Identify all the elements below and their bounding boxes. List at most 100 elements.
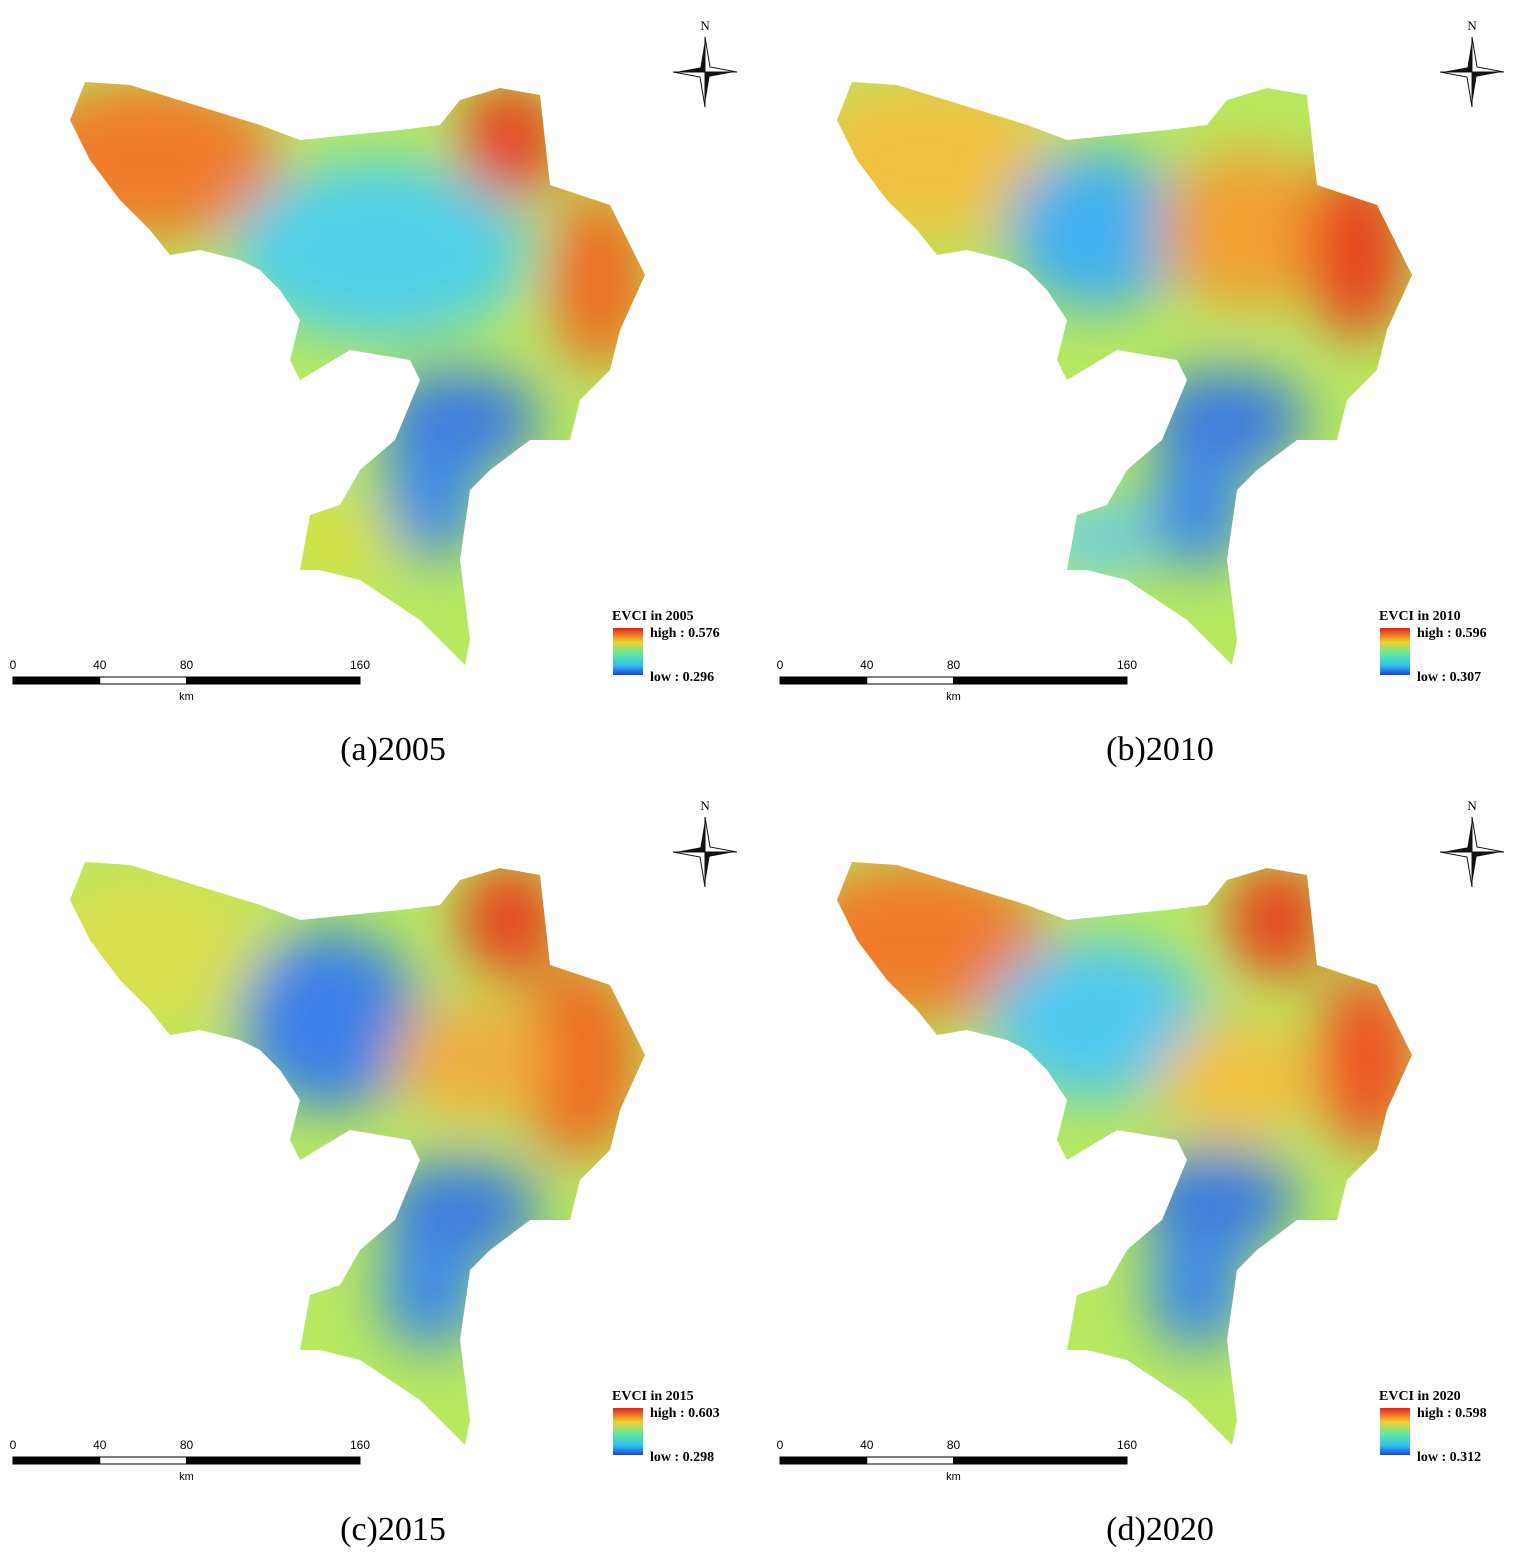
legend-high: high : 0.598 [1417,1406,1487,1421]
map-panel: N EVCI in 2015 high : 0.603 low : 0.298 0 40 8… [10,798,738,1548]
north-arrow: N [672,18,738,108]
panel-caption: (b)2010 [1106,731,1214,768]
map-zone [1147,1230,1247,1350]
legend-title: EVCI in 2020 [1379,1389,1461,1404]
map-zone [1157,1020,1317,1140]
map-zone [240,930,420,1110]
scale-tick-label: 40 [860,1438,874,1452]
map-shading [70,862,640,1350]
scale-tick-label: 80 [947,658,961,672]
scale-tick-label: 80 [180,1438,194,1452]
legend-ramp [613,1408,643,1455]
scale-segment [99,676,187,685]
compass-half [672,36,738,108]
compass-half [672,816,738,888]
map-zone [1227,862,1327,980]
map-zone [460,862,560,980]
panel-caption: (c)2015 [340,1511,446,1548]
map-zone [1157,150,1337,310]
scale-segment [12,1456,101,1465]
map-zone [1147,450,1247,570]
map-zone [1137,1150,1297,1250]
scale-unit: km [946,1471,961,1483]
legend-title: EVCI in 2005 [612,609,694,624]
scale-tick-label: 160 [350,658,370,672]
legend-high: high : 0.603 [650,1406,720,1421]
map-zone [380,1230,480,1350]
north-arrow: N [672,798,738,888]
scale-segment [99,1456,187,1465]
map-zone [1147,370,1307,470]
map-zone [1007,150,1187,310]
north-label: N [700,798,710,813]
map-zone [1037,500,1157,580]
scale-unit: km [946,691,961,703]
map-panel: N EVCI in 2020 high : 0.598 low : 0.312 0 40 8… [777,798,1505,1548]
map-zone [280,500,400,580]
map-zone [70,82,280,240]
map-zone [390,1000,550,1120]
map-region [837,82,1412,665]
legend-low: low : 0.298 [650,1450,714,1465]
legend-title: EVCI in 2015 [612,1389,694,1404]
map-zone [1317,970,1412,1150]
north-label: N [1467,18,1477,33]
scale-unit: km [179,1471,194,1483]
scale-tick-label: 0 [777,1438,784,1452]
scale-segment [866,676,954,685]
scale-segment [779,676,868,685]
scale-tick-label: 80 [180,658,194,672]
compass-half [1439,36,1505,108]
scale-tick-label: 0 [10,1438,17,1452]
scale-segment [953,1456,1128,1465]
map-shading [837,862,1412,1350]
legend-high: high : 0.576 [650,626,720,641]
legend-ramp [1380,1408,1410,1455]
map-zone [550,190,645,370]
map-zone [1307,160,1407,340]
north-arrow: N [1439,18,1505,108]
scale-tick-label: 40 [93,658,107,672]
map-panel: N EVCI in 2005 high : 0.576 low : 0.296 0 40 8… [10,18,738,768]
legend-ramp [613,628,643,675]
scale-segment [186,1456,361,1465]
map-region [70,862,645,1445]
scale-tick-label: 160 [1117,1438,1137,1452]
panel-caption: (a)2005 [340,731,446,768]
panel-caption: (d)2020 [1106,1511,1214,1548]
north-label: N [1467,798,1477,813]
north-label: N [700,18,710,33]
map-zone [380,440,480,560]
scale-tick-label: 40 [860,658,874,672]
map-zone [70,870,270,1030]
legend-high: high : 0.596 [1417,626,1487,641]
map-panel: N EVCI in 2010 high : 0.596 low : 0.307 0 40 8… [777,18,1505,768]
scale-tick-label: 40 [93,1438,107,1452]
legend-low: low : 0.312 [1417,1450,1481,1465]
map-zone [987,940,1207,1100]
scale-tick-label: 0 [777,658,784,672]
legend-low: low : 0.307 [1417,670,1481,685]
scale-segment [953,676,1128,685]
scale-tick-label: 0 [10,658,17,672]
map-zone [520,960,640,1160]
map-region [70,82,645,665]
scale-segment [779,1456,868,1465]
scale-segment [866,1456,954,1465]
map-zone [460,82,560,200]
scale-segment [12,676,101,685]
map-shading [70,82,645,580]
scale-segment [186,676,361,685]
compass-half [1439,816,1505,888]
legend-title: EVCI in 2010 [1379,609,1461,624]
scale-unit: km [179,691,194,703]
scale-tick-label: 80 [947,1438,961,1452]
legend-low: low : 0.296 [650,670,714,685]
map-region [837,862,1412,1445]
north-arrow: N [1439,798,1505,888]
scale-tick-label: 160 [1117,658,1137,672]
scale-tick-label: 160 [350,1438,370,1452]
legend-ramp [1380,628,1410,675]
map-zone [230,160,530,340]
